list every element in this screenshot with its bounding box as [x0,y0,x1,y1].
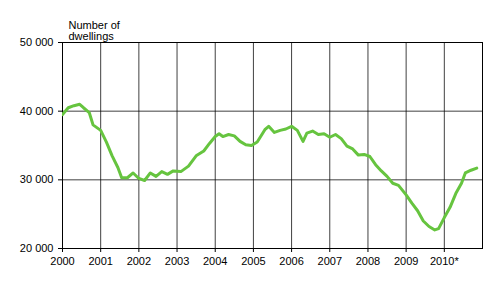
svg-text:2001: 2001 [88,255,112,267]
svg-text:2002: 2002 [127,255,151,267]
svg-text:40 000: 40 000 [20,105,54,117]
svg-text:30 000: 30 000 [20,173,54,185]
svg-text:2006: 2006 [279,255,303,267]
svg-text:2000: 2000 [50,255,74,267]
svg-text:2010*: 2010* [430,255,459,267]
svg-text:2005: 2005 [241,255,265,267]
svg-text:2009: 2009 [394,255,418,267]
svg-text:2008: 2008 [356,255,380,267]
svg-text:2003: 2003 [165,255,189,267]
svg-text:2007: 2007 [318,255,342,267]
svg-text:Number ofdwellings: Number ofdwellings [69,19,121,42]
svg-text:50 000: 50 000 [20,36,54,48]
svg-text:2004: 2004 [203,255,227,267]
svg-text:20 000: 20 000 [20,242,54,254]
